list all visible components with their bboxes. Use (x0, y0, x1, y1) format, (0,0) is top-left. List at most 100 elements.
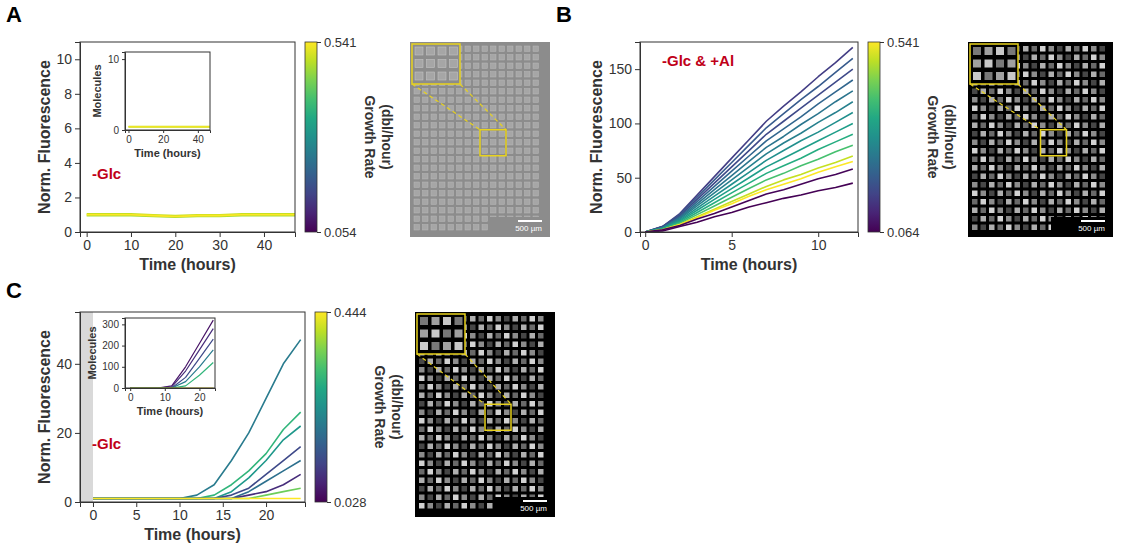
well (998, 157, 1004, 163)
scale-bar (518, 220, 542, 222)
well (1057, 80, 1063, 86)
well (989, 89, 995, 95)
tick: 0.064 (880, 225, 920, 240)
tick-mark (635, 232, 640, 233)
tick-mark (75, 128, 80, 129)
well (538, 393, 544, 399)
well (1057, 63, 1063, 69)
tick-mark (635, 123, 640, 124)
y-axis-title: Norm. Fluorescence (36, 60, 53, 214)
tick: 20 (158, 130, 170, 145)
well (533, 140, 539, 146)
well (414, 89, 420, 95)
well (482, 123, 488, 129)
axis-line (75, 43, 81, 233)
well (453, 486, 459, 492)
well (1074, 55, 1080, 61)
well (431, 199, 437, 205)
well (487, 393, 493, 399)
well (487, 325, 493, 331)
well (423, 208, 429, 214)
well (513, 452, 519, 458)
y-axis-title: Molecules (91, 64, 103, 117)
well (508, 72, 514, 78)
well (508, 131, 514, 137)
zoom-connector (465, 354, 511, 404)
well (1100, 72, 1106, 78)
tick: 100 (609, 115, 640, 131)
well (436, 444, 442, 450)
well (998, 123, 1004, 129)
well (1023, 131, 1029, 137)
well (440, 97, 446, 103)
well (533, 55, 539, 61)
well (448, 208, 454, 214)
well (516, 97, 522, 103)
well (1091, 191, 1097, 197)
well (998, 216, 1004, 222)
well (1023, 97, 1029, 103)
tick: 20 (56, 425, 80, 441)
well (504, 316, 510, 322)
well (525, 80, 531, 86)
well (1015, 89, 1021, 95)
well (1032, 216, 1038, 222)
well (499, 131, 505, 137)
well (1100, 182, 1106, 188)
well (525, 148, 531, 154)
well (1100, 191, 1106, 197)
zoom-region (485, 404, 511, 430)
series-line (645, 123, 853, 232)
well (440, 157, 446, 163)
well (998, 225, 1004, 231)
well (538, 418, 544, 424)
well (521, 478, 527, 484)
tick: 0 (126, 130, 132, 145)
well (508, 89, 514, 95)
tick: 8 (64, 86, 80, 102)
tick: 20 (259, 502, 275, 523)
well (1040, 182, 1046, 188)
tick-mark (75, 197, 80, 198)
well (496, 367, 502, 373)
tick-label: 0 (624, 224, 632, 240)
zoom-callout (417, 314, 511, 430)
tick-label: 0.541 (324, 35, 357, 50)
tick-label: 0 (64, 494, 72, 510)
well (1100, 199, 1106, 205)
well (998, 174, 1004, 180)
well (465, 114, 471, 120)
well (1049, 55, 1055, 61)
well (448, 140, 454, 146)
well (538, 384, 544, 390)
well (1032, 165, 1038, 171)
series-line (93, 461, 301, 499)
zoom-well (420, 342, 428, 350)
series-line (93, 412, 301, 498)
well (1049, 199, 1055, 205)
well (436, 486, 442, 492)
well (533, 63, 539, 69)
well (1057, 89, 1063, 95)
well (470, 435, 476, 441)
well (479, 469, 485, 475)
colorbar-title: Growth Rate (372, 365, 388, 448)
well (482, 174, 488, 180)
well (419, 461, 425, 467)
well (1006, 191, 1012, 197)
well (487, 444, 493, 450)
well (521, 469, 527, 475)
zoom-well (973, 47, 981, 55)
panel: A0102030400246810Time (hours)Norm. Fluor… (6, 2, 550, 273)
tick-label: 100 (102, 361, 119, 372)
well (1032, 191, 1038, 197)
well (1023, 199, 1029, 205)
tick-label: 0.028 (334, 495, 367, 510)
well (533, 123, 539, 129)
series-line (645, 58, 853, 232)
well (513, 401, 519, 407)
well (521, 342, 527, 348)
well (428, 384, 434, 390)
well (1057, 131, 1063, 137)
well (1083, 208, 1089, 214)
